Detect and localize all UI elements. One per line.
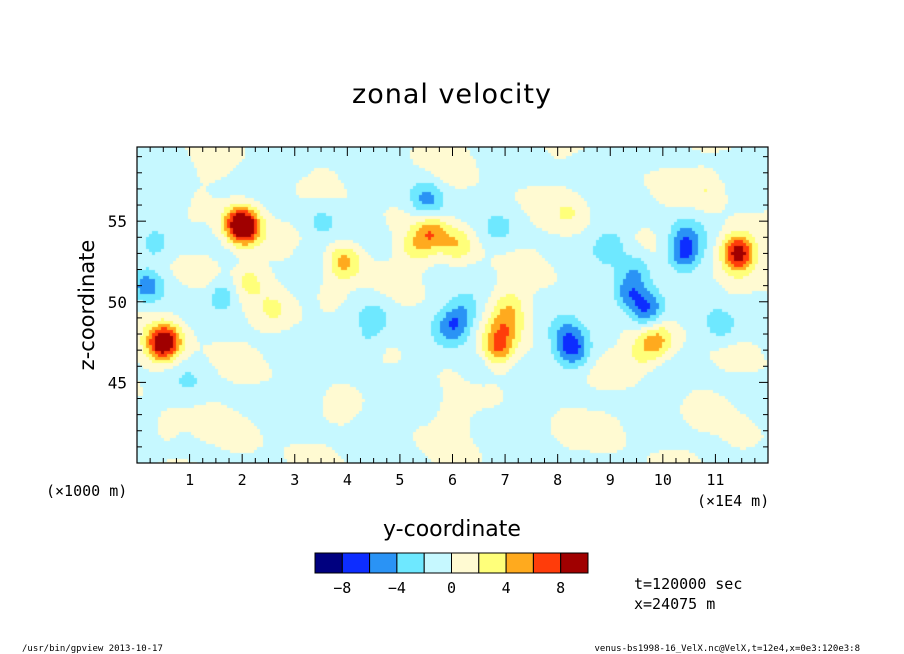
colorbar-swatch <box>505 552 534 574</box>
colorbar-swatch <box>396 552 425 574</box>
x-tick-label: 11 <box>706 471 724 489</box>
heatmap-field <box>137 147 768 463</box>
colorbar: −8 −4 0 4 8 <box>314 552 589 597</box>
colorbar-swatch <box>451 552 480 574</box>
colorbar-swatch <box>369 552 398 574</box>
colorbar-swatch <box>423 552 453 574</box>
colorbar-tick-label: −8 <box>333 579 351 597</box>
colorbar-tick-label: 4 <box>502 579 511 597</box>
y-tick-label: 55 <box>108 212 127 231</box>
colorbar-swatch <box>560 552 589 574</box>
colorbar-tick-label: 8 <box>556 579 565 597</box>
colorbar-swatch <box>532 552 562 574</box>
x-tick-label: 6 <box>448 471 457 489</box>
x-tick-label: 7 <box>501 471 510 489</box>
colorbar-swatch <box>314 552 343 574</box>
y-tick-label: 50 <box>108 293 127 312</box>
position-annotation: x=24075 m <box>634 595 715 613</box>
footer-left: /usr/bin/gpview 2013-10-17 <box>22 644 163 654</box>
time-annotation: t=120000 sec <box>634 575 742 593</box>
x-tick-label: 10 <box>654 471 672 489</box>
colorbar-tick-label: 0 <box>447 579 456 597</box>
footer-right: venus-bs1998-16_VelX.nc@VelX,t=12e4,x=0e… <box>594 644 860 654</box>
x-tick-label: 9 <box>606 471 615 489</box>
x-tick-label: 2 <box>238 471 247 489</box>
x-tick-label: 1 <box>185 471 194 489</box>
x-tick-label: 8 <box>553 471 562 489</box>
chart-title: zonal velocity <box>352 79 552 110</box>
x-unit-right: (×1E4 m) <box>697 492 769 510</box>
x-tick-label: 3 <box>290 471 299 489</box>
x-unit-left: (×1000 m) <box>46 482 127 500</box>
colorbar-tick-label: −4 <box>388 579 406 597</box>
x-tick-label: 4 <box>343 471 352 489</box>
x-tick-label: 5 <box>395 471 404 489</box>
y-axis-label: z-coordinate <box>75 240 99 371</box>
y-tick-label: 45 <box>108 373 127 392</box>
colorbar-swatch <box>478 552 507 574</box>
x-axis-label: y-coordinate <box>383 517 521 542</box>
colorbar-swatch <box>341 552 371 574</box>
